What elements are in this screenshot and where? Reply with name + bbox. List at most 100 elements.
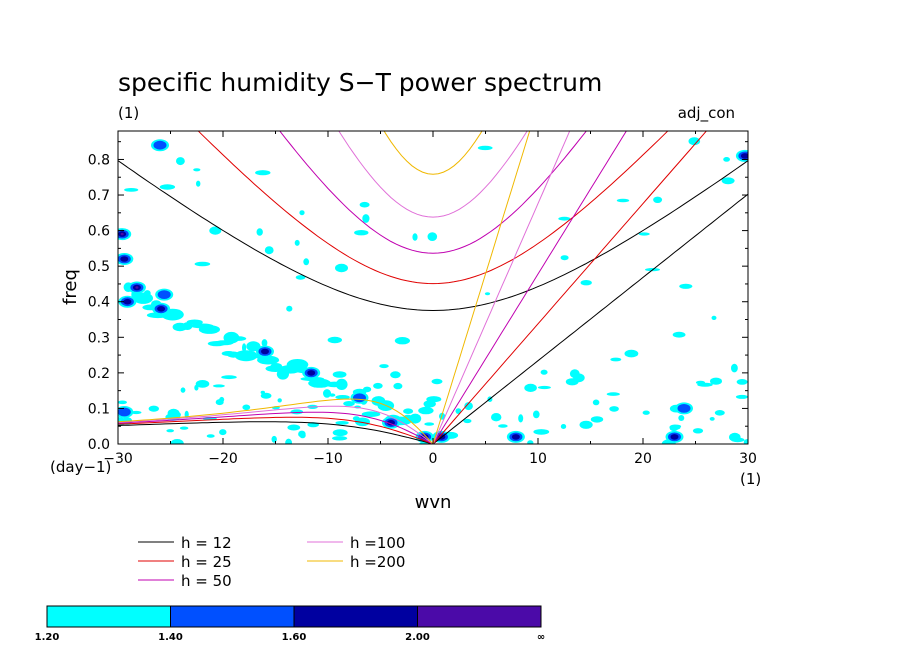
contour-core — [135, 286, 139, 289]
colorbar-level-label: 1.40 — [158, 632, 183, 643]
contour-patch — [590, 416, 604, 423]
contour-patch — [242, 404, 251, 411]
contour-patch — [362, 214, 370, 223]
contour-patch — [424, 422, 435, 426]
contour-patch — [194, 384, 199, 391]
contour-patch — [335, 263, 348, 273]
contour-patch — [286, 305, 293, 312]
x-tick-label: 30 — [739, 451, 757, 467]
contour-core — [670, 434, 679, 440]
contour-patch — [731, 363, 738, 373]
colorbar: 1.20 1.40 1.60 2.00 ∞ — [35, 605, 545, 643]
contour-patch — [609, 406, 619, 412]
contour-patch — [195, 380, 210, 388]
contour-patch — [606, 392, 620, 396]
contour-patch — [221, 375, 237, 380]
contour-patch — [176, 157, 185, 166]
contour-patch — [260, 392, 272, 399]
x-tick-label: 20 — [634, 451, 652, 467]
contour-core — [120, 256, 129, 262]
contour-core — [261, 348, 269, 355]
contour-patch — [261, 339, 268, 347]
contour-patch — [679, 283, 693, 289]
contour-patch — [714, 410, 725, 416]
contour-patch — [403, 408, 414, 415]
contour-patch — [299, 210, 305, 216]
contour-patch — [130, 410, 142, 415]
legend-label: h =100 — [350, 534, 405, 552]
contour-patch — [527, 440, 534, 444]
contour-patch — [409, 413, 422, 424]
contour-patch — [379, 364, 389, 369]
contour-patch — [540, 369, 548, 375]
contour-patch — [194, 261, 211, 267]
contour-patch — [736, 379, 748, 385]
dispersion-curve-h200 — [383, 131, 483, 175]
colorbar-segment — [170, 605, 295, 628]
contour-patch — [133, 292, 153, 304]
colorbar-level-label: ∞ — [537, 632, 545, 643]
contour-patch — [332, 371, 347, 378]
contour-patch — [592, 399, 600, 406]
contour-patch — [692, 428, 704, 434]
contour-patch — [335, 395, 350, 400]
dispersion-curve-h25 — [118, 416, 434, 444]
contour-patch — [170, 439, 184, 444]
dispersion-curve-h50 — [118, 411, 434, 444]
contour-patch — [260, 390, 265, 395]
legend-label: h = 25 — [181, 553, 232, 571]
x-tick-label: −20 — [208, 451, 238, 467]
contour-patch — [427, 232, 438, 242]
contour-patch — [231, 336, 247, 341]
contour-patch — [579, 420, 593, 429]
x-tick-label: −10 — [313, 451, 343, 467]
contour-patch — [343, 401, 355, 407]
contour-core — [307, 370, 316, 376]
contour-patch — [359, 201, 370, 208]
y-tick-label: 0.0 — [88, 437, 110, 453]
y-tick-label: 0.8 — [88, 152, 110, 168]
contour-patch — [491, 413, 502, 422]
contour-patch — [335, 378, 348, 390]
contour-patch — [735, 394, 748, 399]
contour-core — [123, 298, 132, 305]
contour-patch — [524, 383, 537, 392]
contour-patch — [332, 436, 348, 441]
contour-patch — [209, 226, 222, 235]
contour-patch — [327, 336, 342, 344]
y-axis-title: freq — [60, 269, 81, 305]
contour-patch — [234, 350, 258, 362]
contour-patch — [674, 424, 682, 429]
contour-patch — [206, 434, 215, 438]
contour-core — [677, 404, 691, 413]
contour-patch — [159, 184, 176, 190]
contour-patch — [518, 414, 524, 423]
contour-patch — [463, 418, 472, 424]
dispersion-curve-h50 — [279, 131, 587, 254]
contour-patch — [193, 168, 201, 172]
contour-patch — [394, 337, 410, 345]
contour-patch — [264, 246, 274, 255]
x-tick-label: −30 — [103, 451, 133, 467]
contour-patch — [678, 415, 685, 421]
dispersion-curve-h100 — [338, 131, 528, 218]
y-axis-ticks: 0.0 0.1 0.2 0.3 0.4 0.5 0.6 0.7 0.8 — [88, 141, 748, 453]
contour-patch — [431, 378, 443, 385]
contour-patch — [323, 389, 331, 398]
contour-core — [118, 407, 131, 417]
contour-patch — [196, 180, 201, 187]
y-tick-label: 0.2 — [88, 366, 110, 382]
contour-patch — [286, 359, 309, 371]
contour-patch — [580, 280, 592, 286]
contour-patch — [277, 398, 282, 403]
contour-core — [157, 290, 171, 299]
legend-label: h =200 — [350, 553, 405, 571]
contour-patch — [418, 406, 434, 415]
contour-patch — [290, 409, 304, 415]
contour-patch — [426, 396, 442, 403]
colorbar-segment — [417, 605, 542, 628]
dispersion-curve-h12 — [432, 193, 748, 444]
contour-patch — [412, 233, 418, 241]
